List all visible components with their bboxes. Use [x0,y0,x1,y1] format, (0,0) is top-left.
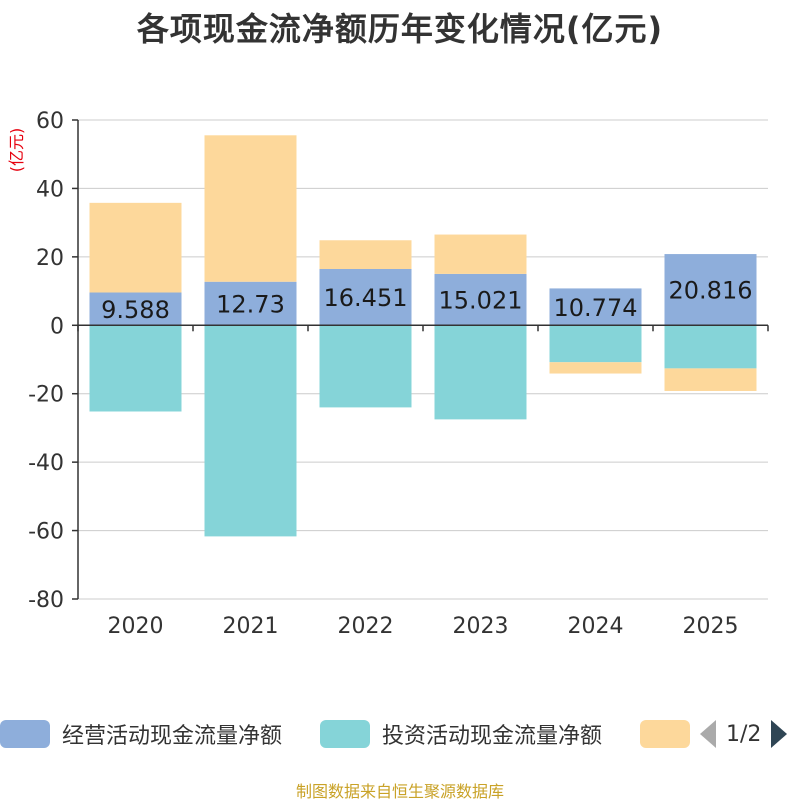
y-tick-label: 60 [36,109,64,134]
bar-financing-2022 [319,240,412,269]
bar-financing-2024 [549,362,642,374]
bar-operating-2021 [204,281,297,326]
y-tick-label: -40 [28,451,64,476]
bar-financing-2025 [664,368,757,391]
legend-pager: 1/2 [700,716,788,752]
legend-label-investing: 投资活动现金流量净额 [382,724,603,749]
y-tick-label: 20 [36,246,64,271]
y-tick-label: -60 [28,520,64,545]
legend-swatch-operating [0,720,50,748]
chevron-right-icon[interactable] [771,720,788,748]
bar-operating-2025 [664,254,757,326]
legend-item-operating[interactable]: 经营活动现金流量净额 [0,716,282,752]
data-label-2023: 15.021 [439,287,523,315]
chart-title: 各项现金流净额历年变化情况(亿元) [136,10,664,48]
data-label-2022: 16.451 [324,284,408,312]
legend-swatch-financing [640,720,690,748]
x-tick-label-2022: 2022 [338,614,394,639]
bar-financing-2023 [434,234,527,274]
data-label-2025: 20.816 [669,277,753,305]
data-label-2020: 9.588 [101,296,170,324]
y-tick-label: 0 [50,314,64,339]
x-tick-label-2025: 2025 [683,614,739,639]
data-label-2024: 10.774 [554,294,638,322]
legend-item-investing[interactable]: 投资活动现金流量净额 [320,716,602,752]
legend: 经营活动现金流量净额 投资活动现金流量净额 1/2 [0,716,800,752]
legend-swatch-investing [320,720,370,748]
data-source-note: 制图数据来自恒生聚源数据库 [295,782,504,801]
bar-investing-2021 [204,325,297,537]
bar-operating-2022 [319,268,412,326]
bar-financing-2021 [204,135,297,282]
x-tick-label-2023: 2023 [453,614,509,639]
x-tick-label-2020: 2020 [108,614,164,639]
x-tick-label-2024: 2024 [568,614,624,639]
y-tick-label: -20 [28,383,64,408]
y-axis-unit-label: (亿元) [7,128,26,173]
y-tick-label: 40 [36,177,64,202]
bar-operating-2024 [549,288,642,326]
bar-investing-2023 [434,325,527,420]
bar-investing-2024 [549,325,642,363]
legend-page-indicator: 1/2 [726,721,762,747]
y-tick-label: -80 [28,588,64,613]
bar-investing-2020 [89,325,182,412]
legend-item-financing[interactable] [640,716,690,752]
bar-investing-2022 [319,325,412,408]
chevron-left-icon[interactable] [700,720,716,748]
bar-financing-2020 [89,202,182,293]
data-label-2021: 12.73 [216,291,285,319]
bar-investing-2025 [664,325,757,369]
x-tick-label-2021: 2021 [223,614,279,639]
bar-operating-2020 [89,292,182,326]
legend-label-operating: 经营活动现金流量净额 [62,724,283,749]
bar-operating-2023 [434,273,527,326]
